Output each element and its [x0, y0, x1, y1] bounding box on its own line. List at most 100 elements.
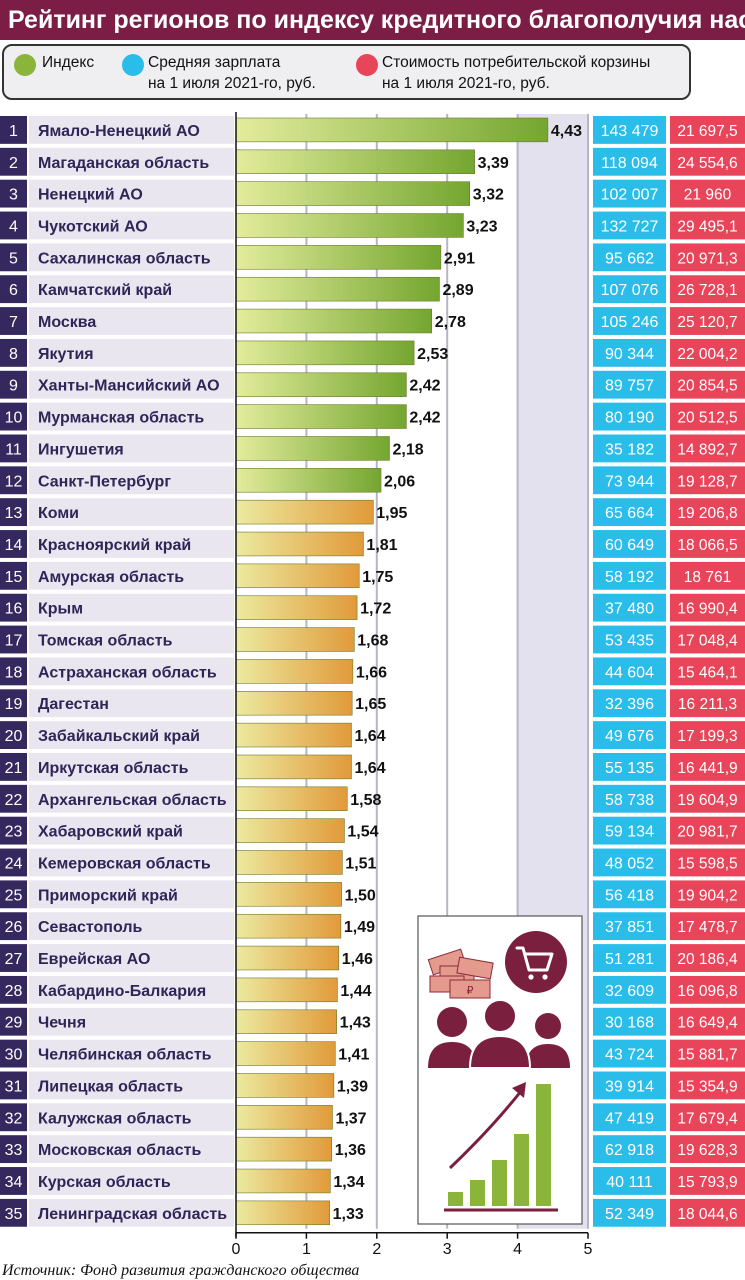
- basket-cell: [670, 816, 745, 845]
- salary-cell: [593, 147, 666, 176]
- salary-cell: [593, 784, 666, 813]
- basket-value: 22 004,2: [677, 346, 737, 363]
- table-row: 19 Дагестан 1,65 32 396 16 211,3: [0, 689, 745, 718]
- table-row: 20 Забайкальский край 1,64 49 676 17 199,3: [0, 721, 745, 749]
- basket-value: 16 211,3: [678, 696, 737, 713]
- basket-cell: [670, 434, 745, 463]
- people-icon: [428, 999, 570, 1069]
- region-label: Якутия: [38, 346, 94, 363]
- index-value-label: 1,44: [340, 983, 371, 1000]
- rank-cell: [0, 116, 27, 144]
- rank-cell: [0, 1103, 27, 1132]
- index-bar: [235, 1041, 336, 1066]
- rank-label: 24: [5, 855, 23, 872]
- salary-cell: [593, 975, 666, 1004]
- rank-label: 23: [5, 824, 23, 841]
- salary-cell: [593, 816, 666, 845]
- rank-label: 17: [5, 633, 23, 650]
- index-value-label: 1,33: [333, 1206, 364, 1223]
- shopping-cart-icon: [505, 931, 567, 993]
- salary-value: 132 727: [601, 218, 659, 235]
- table-row: 1 Ямало-Ненецкий АО 4,43 143 479 21 697,5: [0, 116, 745, 144]
- region-cell: [29, 975, 234, 1004]
- table-row: 5 Сахалинская область 2,91 95 662 20 971,3: [0, 243, 745, 272]
- salary-cell: [593, 370, 666, 399]
- rank-label: 25: [5, 887, 23, 904]
- rank-label: 19: [5, 696, 23, 713]
- salary-value: 58 192: [605, 569, 654, 586]
- legend-salary-line2: на 1 июля 2021-го, руб.: [148, 75, 316, 92]
- index-bar: [235, 372, 407, 397]
- index-bar: [235, 722, 352, 748]
- index-value-label: 1,51: [345, 855, 376, 872]
- rank-cell: [0, 689, 27, 718]
- region-cell: [29, 147, 234, 176]
- region-label: Магаданская область: [38, 155, 209, 172]
- region-cell: [29, 275, 234, 304]
- table-row: 26 Севастополь 1,49 37 851 17 478,7: [0, 912, 745, 941]
- table-row: 16 Крым 1,72 37 480 16 990,4: [0, 593, 745, 622]
- rank-cell: [0, 498, 27, 527]
- rank-label: 27: [5, 951, 23, 968]
- table-row: 6 Камчатский край 2,89 107 076 26 728,1: [0, 275, 745, 304]
- salary-cell: [593, 625, 666, 654]
- salary-value: 43 724: [605, 1047, 654, 1064]
- salary-value: 44 604: [605, 664, 654, 681]
- index-value-label: 1,64: [354, 760, 385, 777]
- legend-basket-marker: [356, 54, 378, 76]
- salary-cell: [593, 1135, 666, 1164]
- rank-cell: [0, 530, 27, 558]
- index-bar: [235, 1136, 333, 1162]
- index-value-label: 1,41: [338, 1047, 369, 1064]
- salary-cell: [593, 338, 666, 367]
- salary-value: 58 738: [605, 792, 654, 809]
- region-cell: [29, 116, 234, 144]
- region-label: Севастополь: [38, 919, 142, 936]
- rank-label: 16: [5, 601, 23, 618]
- basket-value: 18 066,5: [677, 537, 737, 554]
- legend-salary-marker: [122, 54, 144, 76]
- rank-cell: [0, 1039, 27, 1068]
- rank-label: 6: [9, 282, 18, 299]
- region-label: Липецкая область: [38, 1078, 183, 1095]
- region-label: Коми: [38, 505, 79, 522]
- salary-cell: [593, 593, 666, 622]
- basket-cell: [670, 721, 745, 749]
- basket-value: 18 761: [684, 569, 731, 586]
- rank-label: 13: [5, 505, 23, 522]
- rank-cell: [0, 1007, 27, 1036]
- x-tick-label: 1: [302, 1241, 311, 1258]
- basket-value: 20 981,7: [677, 824, 737, 841]
- basket-cell: [670, 912, 745, 941]
- rank-cell: [0, 1167, 27, 1195]
- salary-value: 48 052: [605, 855, 654, 872]
- rank-label: 3: [9, 187, 18, 204]
- region-cell: [29, 784, 234, 813]
- rank-cell: [0, 944, 27, 972]
- salary-cell: [593, 466, 666, 495]
- basket-value: 16 649,4: [677, 1015, 738, 1032]
- salary-value: 102 007: [601, 187, 659, 204]
- index-value-label: 1,34: [333, 1174, 364, 1191]
- salary-value: 37 480: [605, 601, 654, 618]
- basket-value: 16 441,9: [677, 760, 737, 777]
- index-bar: [235, 1105, 333, 1130]
- salary-value: 47 419: [605, 1110, 654, 1127]
- index-value-label: 2,42: [409, 378, 440, 395]
- x-tick-label: 2: [372, 1241, 381, 1258]
- region-label: Астраханская область: [38, 664, 217, 681]
- region-label: Челябинская область: [38, 1047, 212, 1064]
- rank-cell: [0, 211, 27, 240]
- basket-value: 19 206,8: [677, 505, 737, 522]
- rank-cell: [0, 848, 27, 877]
- index-value-label: 1,50: [345, 887, 376, 904]
- region-label: Ненецкий АО: [38, 187, 143, 204]
- basket-cell: [670, 561, 745, 590]
- region-label: Московская область: [38, 1142, 201, 1159]
- basket-value: 19 604,9: [677, 792, 737, 809]
- basket-cell: [670, 944, 745, 972]
- basket-cell: [670, 179, 745, 208]
- rank-cell: [0, 1071, 27, 1100]
- region-label: Москва: [38, 314, 96, 331]
- salary-cell: [593, 912, 666, 941]
